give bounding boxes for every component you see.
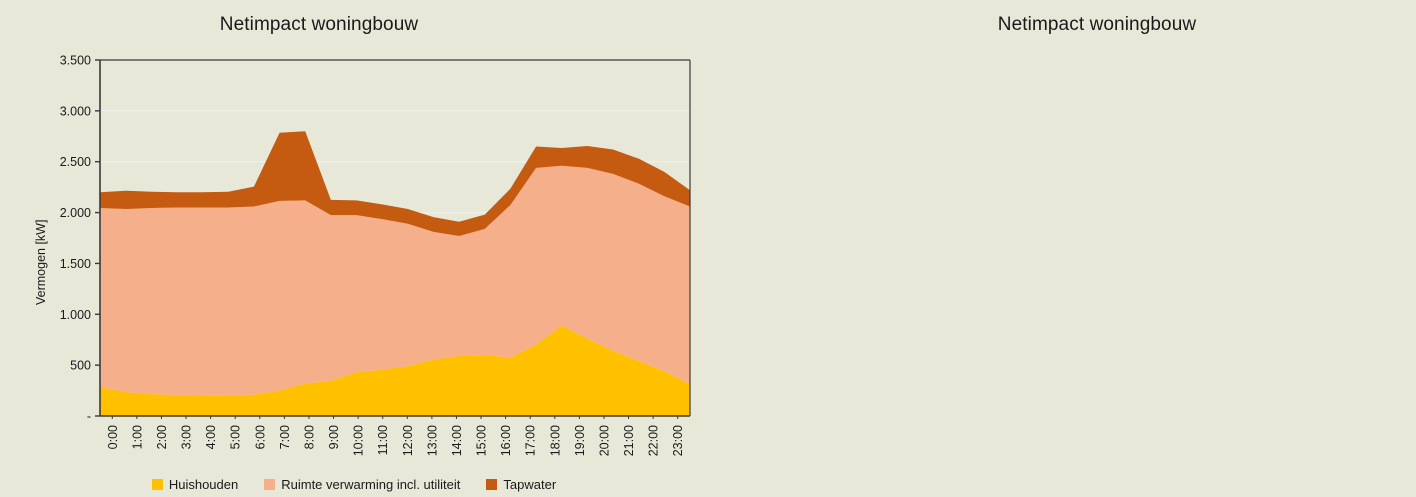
left-chart-plot: 3.500 3.000 2.500 2.000 1.500 1.000 500 - 0:00 1:… [60,54,691,456]
x-tick-label: 13:00 [425,425,439,456]
x-tick-label: 17:00 [524,425,538,456]
x-tick-label: 23:00 [671,425,685,456]
right-chart-panel: Netimpact woningbouw Vermogen [kW] 3.500… [708,0,1416,497]
legend-label: Tapwater [503,477,557,492]
y-tick-label: 3.500 [60,54,91,68]
x-tick-label: 5:00 [229,425,243,449]
area-series-tapwater [100,131,690,236]
x-tick-label: 4:00 [204,425,218,449]
area-series-ruimte-verwarming-incl-utiliteit [100,165,690,396]
x-tick-label: 7:00 [278,425,292,449]
y-tick-label: 3.000 [60,104,91,118]
x-tick-label: 22:00 [647,425,661,456]
x-tick-label: 14:00 [450,425,464,456]
x-tick-label: 11:00 [376,425,390,455]
x-tick-label: 21:00 [622,425,636,456]
legend-label: Huishouden [168,477,239,492]
legend-item[interactable]: Tapwater [486,477,556,492]
x-tick-label: 9:00 [327,425,341,449]
right-chart-title: Netimpact woningbouw [997,14,1197,35]
x-tick-label: 0:00 [106,425,120,449]
legend-item[interactable]: Ruimte verwarming incl. utiliteit [264,477,460,492]
x-tick-label: 20:00 [597,425,611,456]
y-tick-label: 1.500 [60,257,91,271]
x-tick-label: 10:00 [352,425,366,456]
x-tick-label: 1:00 [130,425,144,449]
x-tick-label: 6:00 [253,425,267,449]
x-tick-label: 16:00 [499,425,513,456]
y-tick-label: 1.000 [60,308,91,322]
x-tick-label: 19:00 [573,425,587,456]
x-tick-label: 3:00 [180,425,194,449]
legend-swatch-icon [264,479,276,490]
left-chart-title: Netimpact woningbouw [219,14,419,35]
x-tick-label: 18:00 [548,425,562,456]
right-chart-plot: 3.5003.0002.5002.0001.5001.000500-0:001:… [708,0,1416,497]
y-tick-label: 2.500 [60,155,91,169]
y-tick-label: - [87,410,91,424]
left-chart-panel: Netimpact woningbouw Vermogen [kW] 3.500… [0,14,708,492]
legend-swatch-icon [486,479,498,490]
y-tick-label: 500 [70,359,91,373]
x-tick-label: 8:00 [302,425,316,449]
chart-legend: Huishouden Ruimte verwarming incl. utilit… [0,477,708,492]
x-tick-label: 12:00 [401,425,415,456]
x-tick-label: 15:00 [475,425,489,456]
legend-swatch-icon [151,479,163,490]
y-tick-label: 2.000 [60,206,91,220]
legend-item[interactable]: Huishouden [151,477,239,492]
legend-label: Ruimte verwarming incl. utiliteit [281,477,461,492]
x-tick-label: 2:00 [155,425,169,449]
area-series-huishouden [100,325,690,416]
